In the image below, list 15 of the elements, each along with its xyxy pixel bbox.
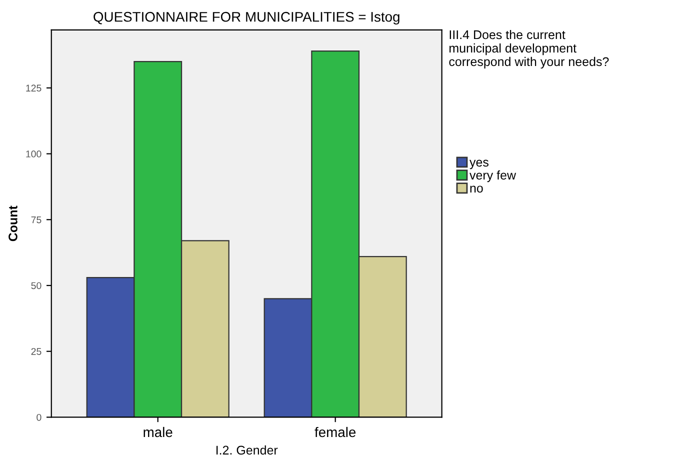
legend-label: no bbox=[470, 186, 483, 193]
y-tick-label: 0 bbox=[36, 414, 42, 421]
y-tick-label: 75 bbox=[31, 216, 42, 224]
x-tick-label: male bbox=[144, 426, 172, 438]
y-tick-label: 100 bbox=[26, 150, 42, 158]
y-axis-title: Count bbox=[8, 206, 18, 242]
x-axis-title: I.2. Gender bbox=[216, 445, 278, 455]
chart-title: QUESTIONNAIRE FOR MUNICIPALITIES = Istog bbox=[94, 12, 400, 25]
legend-label: very few bbox=[470, 170, 516, 182]
y-tick-label: 50 bbox=[31, 282, 42, 290]
y-tick-label: 125 bbox=[26, 84, 42, 92]
y-tick-label: 25 bbox=[31, 348, 42, 355]
x-tick-label: female bbox=[314, 426, 356, 438]
legend-title: III.4 Does the current municipal development correspond with your needs? bbox=[449, 30, 609, 69]
legend-label: yes bbox=[470, 160, 488, 170]
